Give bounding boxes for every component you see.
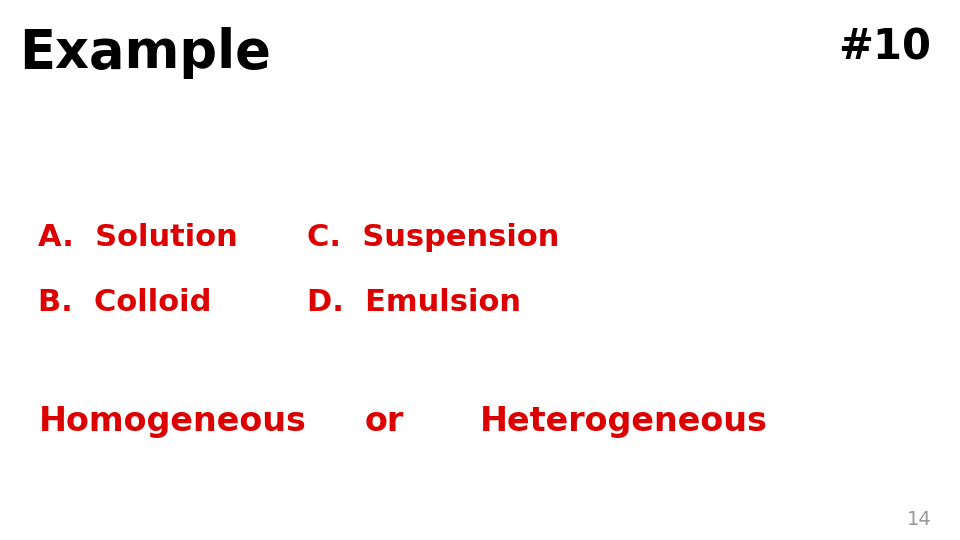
Text: or: or xyxy=(365,404,403,438)
Text: C.  Suspension: C. Suspension xyxy=(307,223,560,252)
Text: Example: Example xyxy=(19,27,271,79)
Text: Heterogeneous: Heterogeneous xyxy=(480,404,768,438)
Text: 14: 14 xyxy=(906,510,931,529)
Text: D.  Emulsion: D. Emulsion xyxy=(307,288,521,317)
Text: B.  Colloid: B. Colloid xyxy=(38,288,212,317)
Text: #10: #10 xyxy=(838,27,931,69)
Text: Homogeneous: Homogeneous xyxy=(38,404,306,438)
Text: A.  Solution: A. Solution xyxy=(38,223,238,252)
